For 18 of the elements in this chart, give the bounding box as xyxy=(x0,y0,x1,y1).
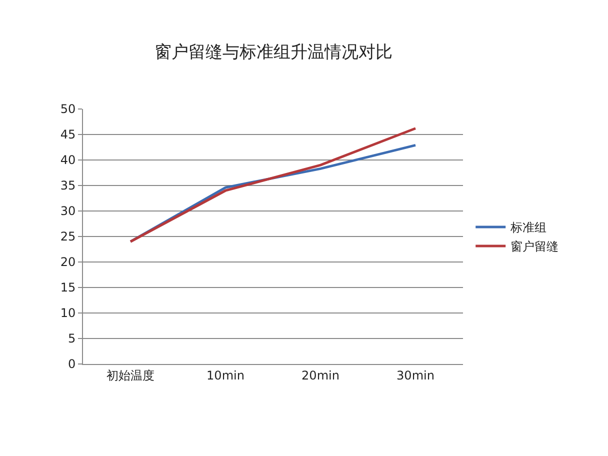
legend-label: 窗户留缝 xyxy=(510,240,559,254)
y-tick-label: 20 xyxy=(60,255,76,270)
y-tick-label: 25 xyxy=(60,230,76,244)
x-tick-label: 20min xyxy=(302,368,340,382)
y-tick-label: 50 xyxy=(60,102,76,116)
y-tick-label: 10 xyxy=(60,306,76,320)
y-tick-label: 30 xyxy=(60,204,76,218)
x-tick-label: 10min xyxy=(206,368,244,382)
y-tick-label: 40 xyxy=(60,153,76,168)
y-tick-label: 45 xyxy=(60,128,76,142)
x-tick-label: 30min xyxy=(396,368,434,382)
y-tick-label: 15 xyxy=(60,280,76,295)
x-tick-label: 初始温度 xyxy=(106,368,154,382)
legend-label: 标准组 xyxy=(510,220,547,235)
y-tick-label: 5 xyxy=(68,332,76,346)
y-tick-label: 35 xyxy=(60,178,76,193)
y-tick-label: 0 xyxy=(68,357,76,372)
chart-title: 窗户留缝与标准组升温情况对比 xyxy=(154,42,393,62)
